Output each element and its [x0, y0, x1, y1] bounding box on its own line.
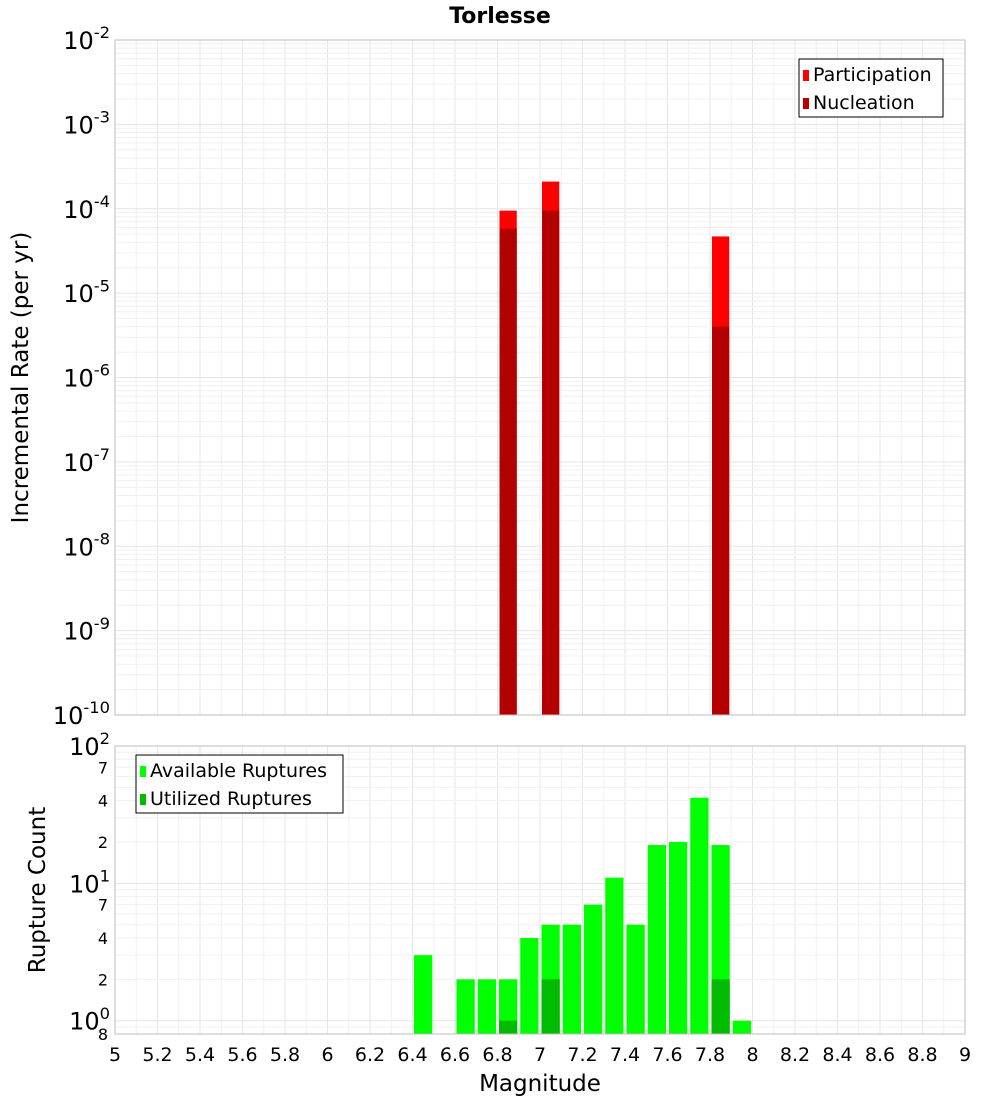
y-tick-label: 102 — [69, 729, 110, 761]
available-ruptures-bar — [669, 842, 688, 1034]
x-tick-label: 5 — [109, 1044, 121, 1066]
available-ruptures-bar — [690, 797, 709, 1034]
x-tick-label: 8.4 — [822, 1044, 852, 1066]
nucleation-bar — [712, 326, 730, 715]
y-minor-tick-label: 4 — [98, 792, 108, 811]
legend-bottom: Available Ruptures Utilized Ruptures — [135, 754, 344, 814]
x-tick-label: 5.6 — [227, 1044, 257, 1066]
y-tick-label: 100 — [69, 1004, 110, 1036]
available-ruptures-bar — [520, 938, 539, 1034]
chart-title: Torlesse — [449, 4, 551, 29]
legend-swatch — [140, 766, 146, 777]
y-tick-label: 10-2 — [63, 23, 110, 55]
y-minor-tick-label: 2 — [98, 833, 108, 852]
available-ruptures-bar — [562, 924, 581, 1034]
y-minor-tick-label: 7 — [98, 758, 108, 777]
legend-swatch — [140, 794, 146, 805]
nucleation-bar — [542, 210, 560, 715]
available-ruptures-bar — [477, 979, 496, 1034]
available-ruptures-bar — [584, 904, 603, 1034]
y-tick-label: 10-3 — [63, 108, 110, 140]
utilized-ruptures-bar — [711, 979, 730, 1034]
available-ruptures-bar — [414, 955, 433, 1034]
legend-label: Nucleation — [813, 92, 915, 114]
y-tick-label: 101 — [69, 867, 110, 899]
y-tick-label: 10-7 — [63, 445, 110, 477]
x-tick-label: 7.6 — [652, 1044, 682, 1066]
top-plot-frame — [114, 39, 966, 716]
legend-swatch — [803, 70, 809, 81]
x-tick-label: 6.6 — [440, 1044, 470, 1066]
x-tick-label: 6.2 — [355, 1044, 385, 1066]
legend-label: Participation — [813, 64, 932, 86]
legend-swatch — [803, 98, 809, 109]
y-tick-label: 10-6 — [63, 361, 110, 393]
x-tick-label: 5.2 — [142, 1044, 172, 1066]
y-axis-label-bottom: Rupture Count — [25, 807, 51, 973]
available-ruptures-bar — [647, 845, 666, 1034]
x-tick-label: 8.6 — [865, 1044, 895, 1066]
y-axis-label-top: Incremental Rate (per yr) — [8, 232, 34, 524]
nucleation-bar — [499, 228, 517, 716]
legend-label: Utilized Ruptures — [150, 788, 312, 810]
y-minor-tick-label: 4 — [98, 929, 108, 948]
y-minor-tick-label: 8 — [98, 1025, 108, 1044]
x-tick-label: 7 — [534, 1044, 546, 1066]
x-axis-label: Magnitude — [479, 1071, 601, 1097]
y-minor-tick-label: 7 — [98, 896, 108, 915]
x-tick-label: 6.8 — [482, 1044, 512, 1066]
available-ruptures-bar — [456, 979, 475, 1034]
x-tick-label: 5.8 — [270, 1044, 300, 1066]
x-tick-label: 7.8 — [695, 1044, 725, 1066]
x-tick-label: 6 — [321, 1044, 333, 1066]
x-tick-label: 6.4 — [397, 1044, 427, 1066]
y-tick-label: 10-5 — [63, 276, 110, 308]
utilized-ruptures-bar — [541, 979, 560, 1034]
utilized-ruptures-bar — [499, 1020, 518, 1034]
legend-top: Participation Nucleation — [798, 58, 944, 118]
x-tick-label: 7.4 — [610, 1044, 640, 1066]
y-minor-tick-label: 2 — [98, 970, 108, 989]
y-tick-label: 10-8 — [63, 529, 110, 561]
y-tick-label: 10-10 — [53, 698, 110, 730]
available-ruptures-bar — [499, 979, 518, 1034]
legend-label: Available Ruptures — [150, 760, 327, 782]
x-tick-label: 5.4 — [185, 1044, 215, 1066]
y-tick-label: 10-4 — [63, 192, 110, 224]
available-ruptures-bar — [605, 877, 624, 1034]
available-ruptures-bar — [732, 1020, 751, 1034]
x-tick-label: 9 — [959, 1044, 971, 1066]
x-tick-label: 8 — [746, 1044, 758, 1066]
x-tick-label: 8.8 — [907, 1044, 937, 1066]
available-ruptures-bar — [626, 924, 645, 1034]
legend-box — [798, 58, 944, 118]
y-tick-label: 10-9 — [63, 614, 110, 646]
x-tick-label: 7.2 — [567, 1044, 597, 1066]
legend-box — [135, 754, 344, 814]
x-tick-label: 8.2 — [780, 1044, 810, 1066]
bottom-plot-frame — [114, 745, 966, 1035]
